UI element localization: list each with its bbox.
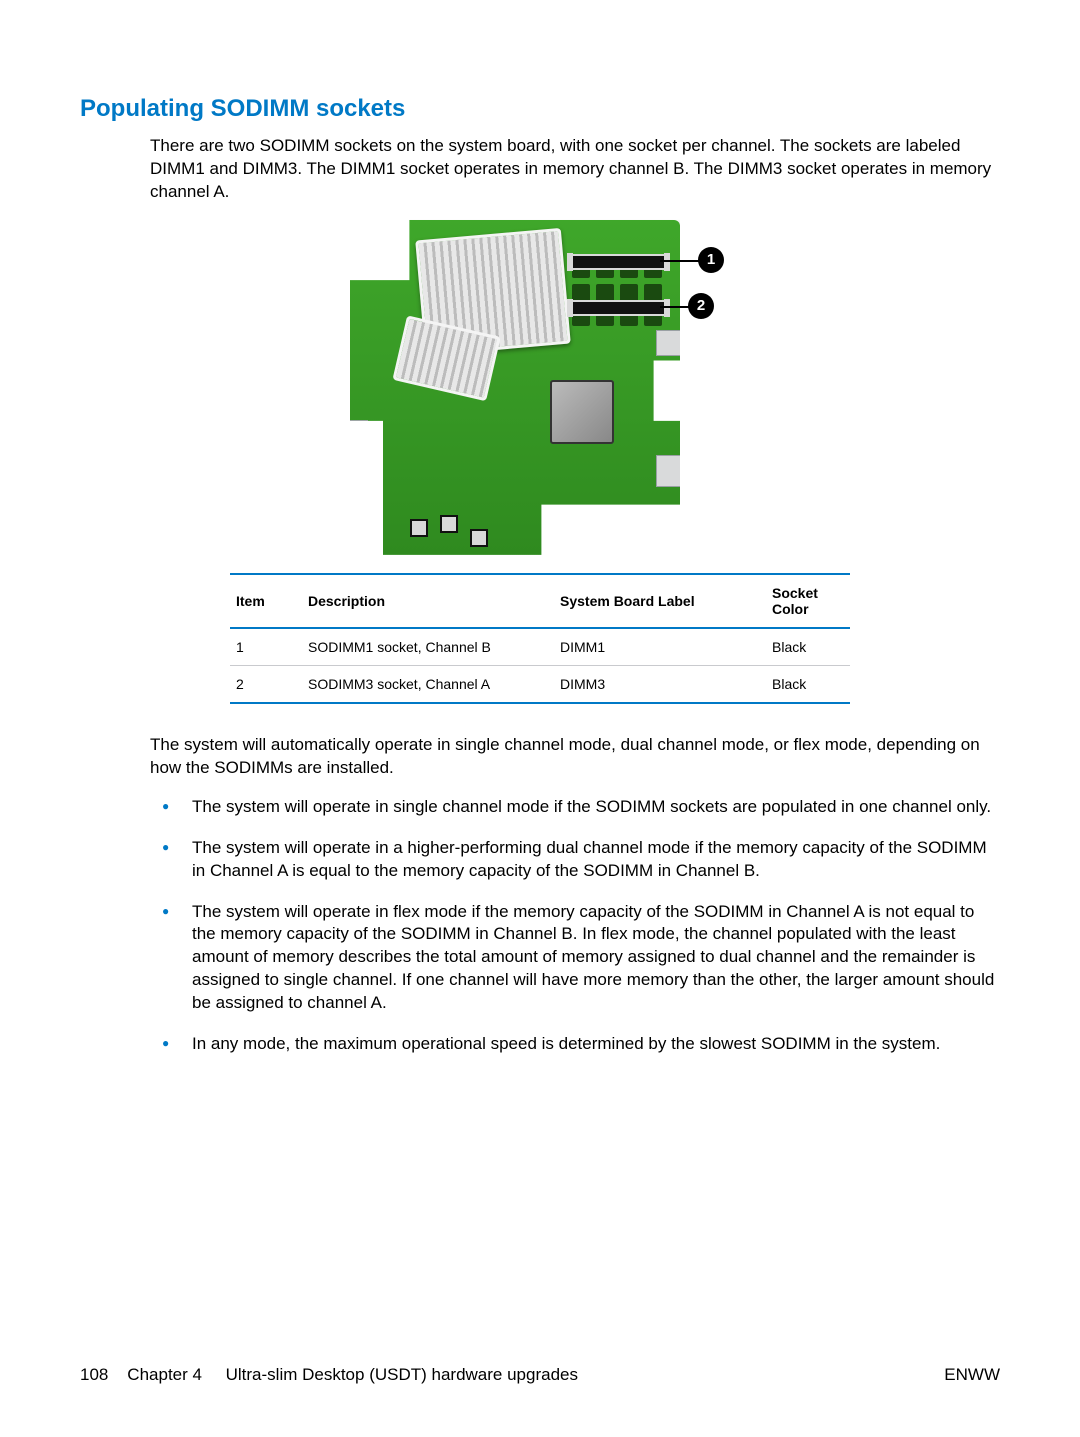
bullet-list: The system will operate in single channe… [150,796,1000,1056]
callout-bubble-2: 2 [688,293,714,319]
cell-color: Black [766,665,850,703]
footer-left: 108 Chapter 4 Ultra-slim Desktop (USDT) … [80,1365,578,1385]
chapter-title: Ultra-slim Desktop (USDT) hardware upgra… [226,1365,578,1384]
cell-item: 2 [230,665,302,703]
callout-line-2 [660,306,690,308]
heatsink-icon [415,228,571,356]
list-item: The system will operate in flex mode if … [190,901,1000,1016]
post-table-paragraph: The system will automatically operate in… [150,734,1000,780]
sodimm3-slot-icon [569,300,668,316]
system-board-figure: 1 2 [350,220,730,555]
page-number: 108 [80,1365,108,1384]
page-footer: 108 Chapter 4 Ultra-slim Desktop (USDT) … [80,1365,1000,1385]
section-heading: Populating SODIMM sockets [80,95,1000,123]
port-icon [656,330,680,356]
io-chip-icon [550,380,614,444]
list-item: In any mode, the maximum operational spe… [190,1033,1000,1056]
port-icon [350,478,368,494]
col-desc-header: Description [302,574,554,628]
sodimm1-slot-icon [569,254,668,270]
table-row: 2 SODIMM3 socket, Channel A DIMM3 Black [230,665,850,703]
chapter-label: Chapter 4 [127,1365,202,1384]
footer-right: ENWW [944,1365,1000,1385]
cell-desc: SODIMM1 socket, Channel B [302,628,554,666]
cell-color: Black [766,628,850,666]
cell-label: DIMM1 [554,628,766,666]
cell-label: DIMM3 [554,665,766,703]
intro-paragraph: There are two SODIMM sockets on the syst… [150,135,1000,204]
callout-line-1 [660,260,700,262]
system-board-illustration [350,220,680,555]
port-icon [350,420,368,436]
small-chip-icon [470,529,488,547]
small-chip-icon [410,519,428,537]
col-label-header: System Board Label [554,574,766,628]
small-chip-icon [440,515,458,533]
table-header-row: Item Description System Board Label Sock… [230,574,850,628]
port-icon [350,460,368,476]
col-color-header: Socket Color [766,574,850,628]
figure-container: 1 2 [80,220,1000,555]
callout-bubble-1: 1 [698,247,724,273]
col-item-header: Item [230,574,302,628]
list-item: The system will operate in single channe… [190,796,1000,819]
table-row: 1 SODIMM1 socket, Channel B DIMM1 Black [230,628,850,666]
port-icon [656,455,680,487]
cell-item: 1 [230,628,302,666]
sodimm-table: Item Description System Board Label Sock… [230,573,850,704]
cell-desc: SODIMM3 socket, Channel A [302,665,554,703]
list-item: The system will operate in a higher-perf… [190,837,1000,883]
document-page: Populating SODIMM sockets There are two … [0,0,1080,1437]
